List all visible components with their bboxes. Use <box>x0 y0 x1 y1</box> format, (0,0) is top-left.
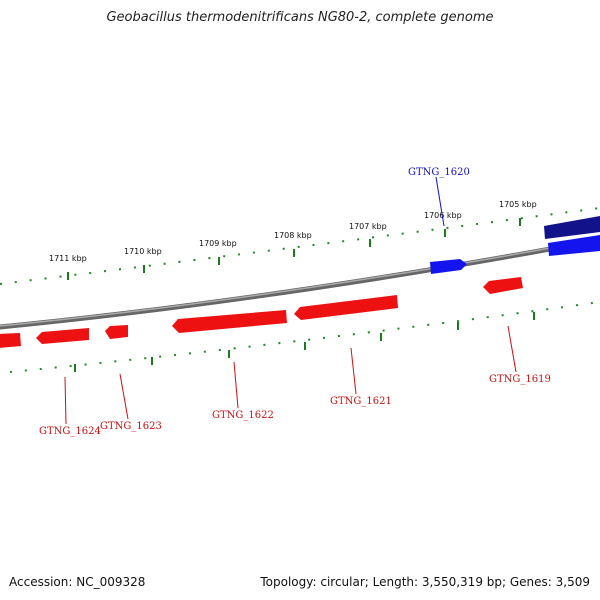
genome-summary-text: Topology: circular; Length: 3,550,319 bp… <box>260 575 590 589</box>
forward-genes <box>430 216 600 274</box>
scale-label-1708: 1708 kbp <box>274 231 312 240</box>
label-gtng-1619[interactable]: GTNG_1619 <box>489 374 551 385</box>
gene-gtng-1621[interactable] <box>294 295 398 320</box>
gene-gtng-1624[interactable] <box>36 328 89 344</box>
scale-major-ticks <box>67 218 521 280</box>
label-gtng-1622[interactable]: GTNG_1622 <box>212 410 274 421</box>
leader-gtng-1619 <box>507 325 517 373</box>
genome-title: Geobacillus thermodenitrificans NG80-2, … <box>106 10 494 25</box>
scale-label-1706: 1706 kbp <box>424 211 462 220</box>
scale-label-1705: 1705 kbp <box>499 200 537 209</box>
gene-gtng-1623[interactable] <box>105 325 128 339</box>
label-gtng-1624[interactable]: GTNG_1624 <box>39 426 101 437</box>
scale-major-ticks-inner <box>74 312 535 372</box>
scale-label-1711: 1711 kbp <box>49 254 87 263</box>
leader-gtng-1620 <box>435 176 445 227</box>
label-gtng-1621[interactable]: GTNG_1621 <box>330 396 392 407</box>
scale-label-1709: 1709 kbp <box>199 239 237 248</box>
label-gtng-1620[interactable]: GTNG_1620 <box>408 167 470 178</box>
leader-gtng-1623 <box>119 373 129 420</box>
label-leaders <box>64 176 517 425</box>
leader-gtng-1621 <box>350 347 357 395</box>
gene-gtng-1620[interactable] <box>430 259 467 274</box>
scale-label-1707: 1707 kbp <box>349 222 387 231</box>
genome-backbone-highlight <box>0 238 600 327</box>
genome-backbone <box>0 237 600 330</box>
gene-forward-offscreen[interactable] <box>548 235 600 256</box>
leader-gtng-1624 <box>64 376 67 425</box>
scale-label-1710: 1710 kbp <box>124 247 162 256</box>
gene-forward-selected[interactable] <box>544 216 600 239</box>
label-gtng-1623[interactable]: GTNG_1623 <box>100 421 162 432</box>
leader-gtng-1622 <box>233 361 239 409</box>
reverse-genes <box>0 277 523 348</box>
gene-gtng-1622[interactable] <box>172 310 287 333</box>
accession-text: Accession: NC_009328 <box>9 575 146 589</box>
gene-offscreen-left[interactable] <box>0 333 21 348</box>
gene-gtng-1619[interactable] <box>483 277 523 294</box>
scale-ring-outer <box>0 207 600 285</box>
